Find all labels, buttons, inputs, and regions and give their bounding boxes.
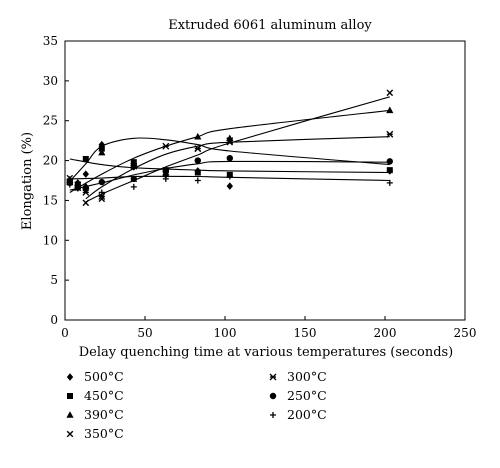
point-square	[386, 167, 393, 174]
trend-line-350c	[85, 96, 390, 203]
point-diamond	[82, 170, 89, 178]
x-tick-label: 200	[374, 326, 397, 340]
legend-label: 200°C	[287, 407, 327, 422]
legend-item: 300°C	[269, 369, 327, 384]
point-circle	[226, 154, 233, 162]
x-tick-label: 250	[454, 326, 477, 340]
y-tick-label: 35	[43, 34, 58, 48]
legend-item: 500°C	[66, 369, 124, 384]
point-asterisk	[162, 142, 170, 150]
point-triangle	[194, 132, 202, 140]
point-plus	[386, 179, 393, 186]
point-triangle	[386, 106, 394, 114]
data-points	[66, 89, 394, 207]
y-axis: 0 5 10 15 20 25 30 35	[43, 34, 69, 327]
point-circle	[162, 167, 169, 175]
point-plus	[66, 181, 73, 188]
y-tick-label: 0	[50, 313, 58, 327]
point-square	[98, 145, 105, 152]
point-circle	[194, 157, 201, 164]
point-asterisk	[98, 192, 106, 200]
legend-item: 450°C	[67, 388, 124, 403]
point-plus	[226, 173, 233, 180]
x-axis: 0 50 100 150 200 250	[61, 316, 476, 340]
y-tick-label: 30	[43, 74, 58, 88]
point-triangle	[74, 179, 82, 186]
legend-marker-circle	[269, 392, 277, 400]
point-asterisk	[226, 137, 234, 145]
point-triangle	[98, 148, 106, 156]
x-axis-label: Delay quenching time at various temperat…	[79, 345, 454, 360]
point-asterisk	[386, 130, 394, 138]
trend-line-200c	[69, 175, 390, 182]
point-plus	[82, 187, 89, 194]
y-tick-label: 5	[50, 273, 58, 287]
y-tick-label: 15	[43, 193, 58, 207]
legend-label: 350°C	[84, 426, 124, 441]
y-tick-label: 10	[43, 233, 58, 247]
legend-label: 300°C	[287, 369, 327, 384]
legend-marker-x	[66, 430, 74, 438]
point-circle	[386, 158, 393, 165]
point-x	[386, 89, 394, 97]
legend-item: 350°C	[66, 426, 124, 441]
legend-marker-plus	[270, 412, 276, 418]
legend-label: 450°C	[84, 388, 124, 403]
point-plus	[74, 185, 81, 192]
legend-item: 200°C	[270, 407, 327, 422]
legend-label: 250°C	[287, 388, 327, 403]
x-tick-label: 50	[137, 326, 152, 340]
chart-title: Extruded 6061 aluminum alloy	[168, 18, 372, 33]
x-tick-label: 0	[61, 326, 69, 340]
point-plus	[194, 177, 201, 184]
trend-line-300c	[85, 136, 390, 200]
point-x	[82, 199, 90, 207]
trend-line-450c	[69, 158, 390, 174]
x-tick-label: 150	[294, 326, 317, 340]
legend-marker-diamond	[66, 373, 74, 381]
point-plus	[98, 189, 105, 196]
legend-label: 500°C	[84, 369, 124, 384]
trend-line-390c	[69, 109, 390, 193]
x-tick-label: 100	[214, 326, 237, 340]
legend-label: 390°C	[84, 407, 124, 422]
y-tick-label: 20	[43, 154, 58, 168]
legend-marker-square	[67, 393, 73, 399]
plot-area: 0 5 10 15 20 25 30 35 0 50 100 150 200 250	[43, 34, 477, 340]
y-tick-label: 25	[43, 114, 58, 128]
point-diamond	[226, 182, 233, 190]
point-asterisk	[130, 162, 138, 170]
plot-frame	[64, 40, 466, 321]
point-circle	[98, 178, 106, 186]
point-asterisk	[194, 145, 202, 153]
point-square	[82, 155, 89, 162]
point-plus	[130, 183, 137, 190]
legend-item: 390°C	[66, 407, 124, 422]
legend-item: 250°C	[269, 388, 327, 403]
point-circle	[130, 175, 137, 183]
point-plus	[162, 175, 169, 182]
point-square	[194, 169, 201, 176]
y-axis-label: Elongation (%)	[20, 132, 35, 230]
legend: 500°C 450°C 390°C 350°C 300°C 250°C 200°C	[66, 369, 327, 441]
legend-marker-triangle	[66, 411, 74, 418]
legend-marker-asterisk	[269, 373, 277, 381]
